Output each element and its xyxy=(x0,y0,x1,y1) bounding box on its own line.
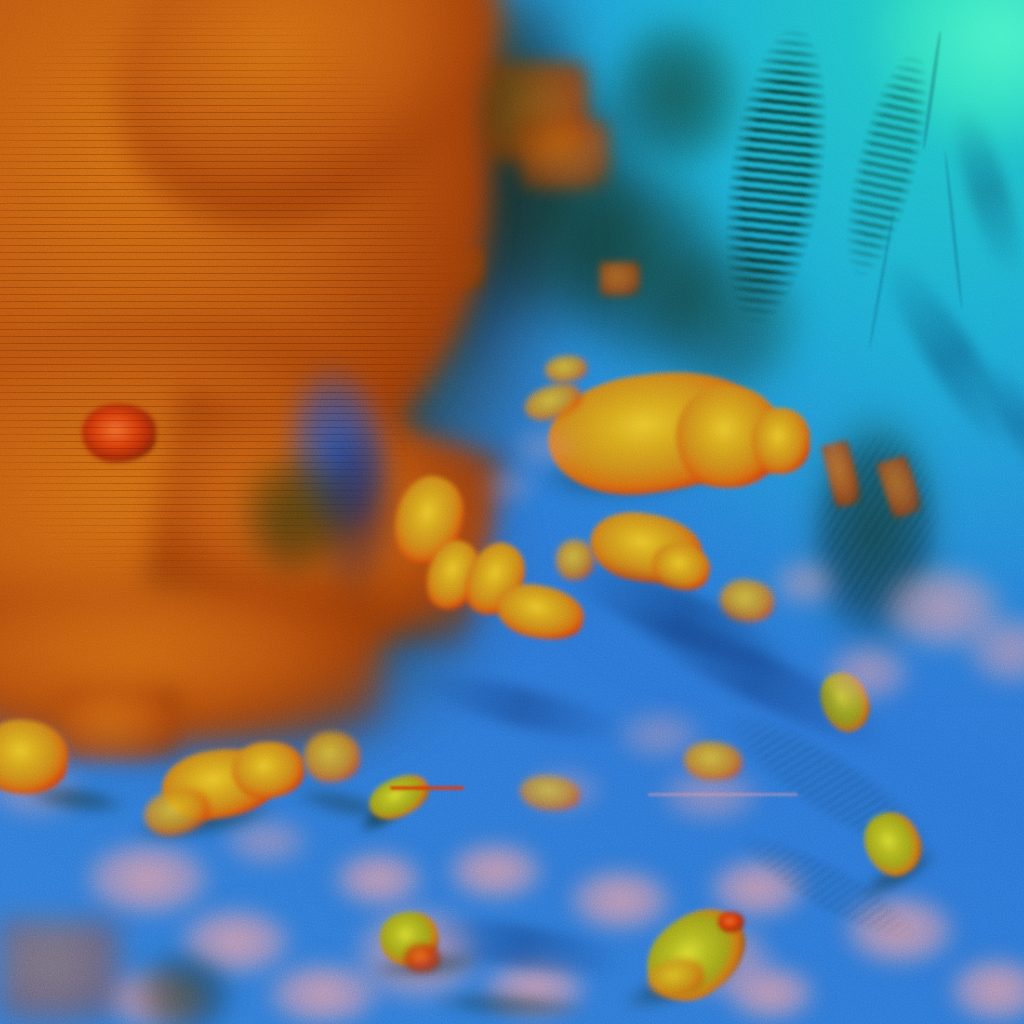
dark-cloud-clump xyxy=(128,946,238,1024)
red-artifact-line xyxy=(648,793,798,796)
cumulus-blob xyxy=(404,944,440,972)
orange-haze xyxy=(0,920,120,1020)
cumulus-blob xyxy=(718,912,744,932)
pink-haze-patch xyxy=(470,462,550,510)
red-artifact-line xyxy=(390,786,464,790)
scanline-texture xyxy=(0,0,560,740)
pink-haze-patch xyxy=(760,548,850,618)
orange-remnant xyxy=(600,262,640,296)
cumulus-blob xyxy=(304,732,360,782)
pink-haze-patch xyxy=(428,830,563,912)
pink-haze-patch xyxy=(948,600,1024,700)
